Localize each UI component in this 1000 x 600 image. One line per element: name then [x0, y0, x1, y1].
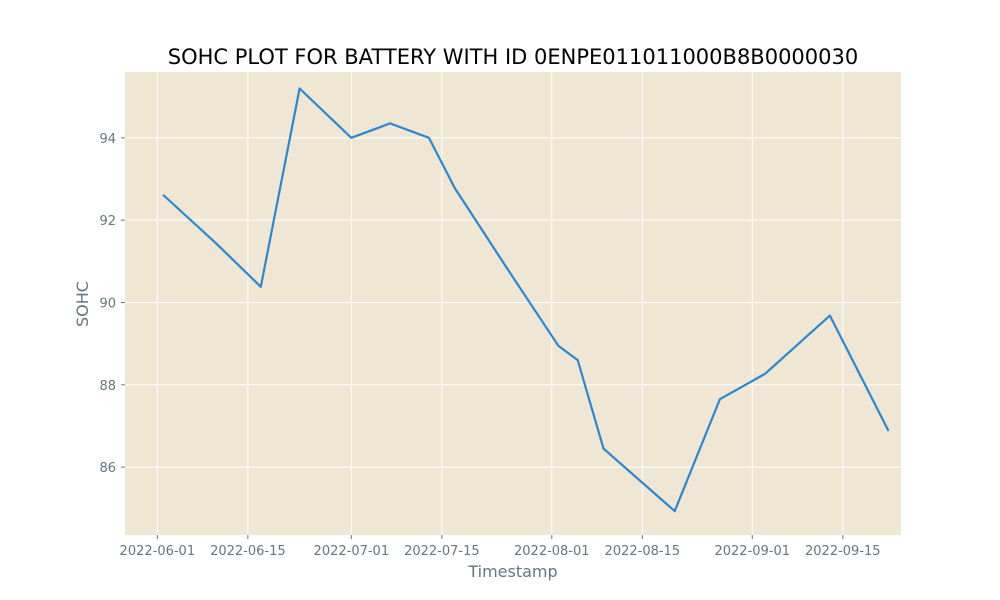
- data-point: [602, 447, 605, 450]
- data-point: [350, 136, 353, 139]
- y-tick-label: 86: [99, 461, 116, 476]
- x-tick-label: 2022-07-15: [404, 544, 480, 559]
- y-tick-label: 92: [99, 214, 116, 229]
- y-tick-label: 88: [99, 379, 116, 394]
- data-point: [718, 398, 721, 401]
- x-tick-label: 2022-09-01: [714, 544, 790, 559]
- data-point: [887, 429, 890, 432]
- series-layer: [162, 87, 890, 513]
- x-tick-label: 2022-09-15: [805, 544, 881, 559]
- x-axis-ticks: 2022-06-01 2022-06-15 2022-07-01 2022-07-15…: [120, 535, 881, 559]
- data-point: [576, 359, 579, 362]
- x-tick-label: 2022-06-01: [120, 544, 196, 559]
- chart-title: SOHC PLOT FOR BATTERY WITH ID 0ENPE01101…: [168, 45, 858, 69]
- data-point: [298, 87, 301, 90]
- data-point: [214, 241, 217, 244]
- grid: [125, 72, 901, 535]
- data-point: [259, 285, 262, 288]
- data-point: [162, 194, 165, 197]
- data-point: [505, 266, 508, 269]
- y-tick-label: 94: [99, 132, 116, 147]
- y-axis-ticks: 86 88 90 92 94: [99, 132, 125, 476]
- data-point: [557, 344, 560, 347]
- data-point: [828, 314, 831, 317]
- x-tick-label: 2022-06-15: [210, 544, 286, 559]
- x-tick-label: 2022-08-15: [605, 544, 681, 559]
- data-point: [389, 122, 392, 125]
- y-axis-label: SOHC: [73, 281, 92, 327]
- data-point: [427, 136, 430, 139]
- data-point: [673, 510, 676, 513]
- x-tick-label: 2022-08-01: [514, 544, 590, 559]
- y-tick-label: 90: [99, 296, 116, 311]
- x-axis-label: Timestamp: [467, 562, 557, 581]
- x-tick-label: 2022-07-01: [314, 544, 390, 559]
- plot-area: [125, 72, 901, 535]
- data-point: [764, 372, 767, 375]
- data-point: [453, 187, 456, 190]
